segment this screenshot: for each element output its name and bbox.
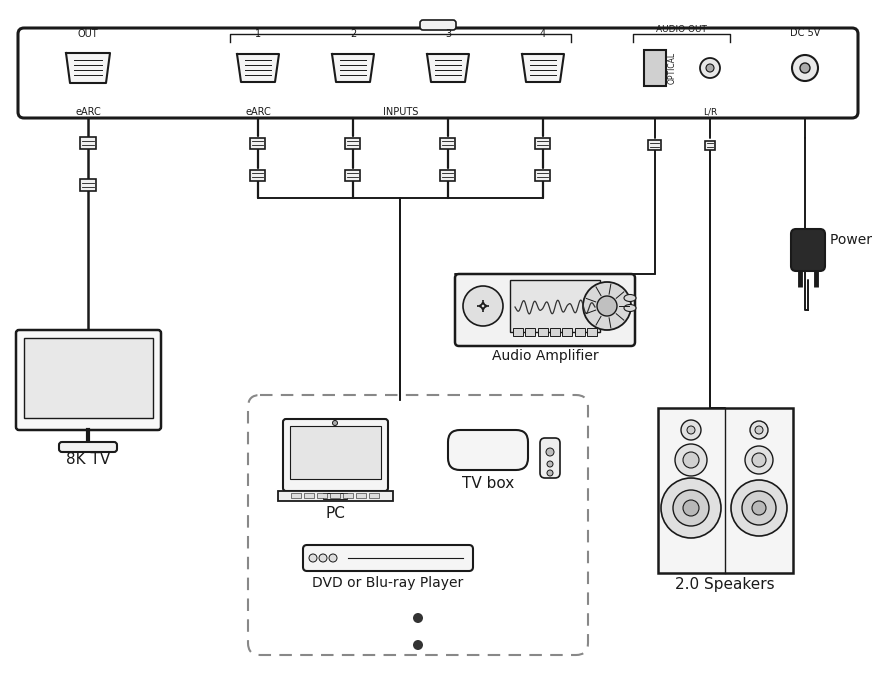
Circle shape [751,453,765,467]
Bar [587,328,596,336]
Text: Power Supply: Power Supply [829,233,877,247]
Circle shape [799,63,809,73]
Bar [535,138,550,149]
Bar [346,138,360,149]
Text: DVD or Blu-ray Player: DVD or Blu-ray Player [312,576,463,590]
FancyBboxPatch shape [16,330,160,430]
Circle shape [545,448,553,456]
Bar [290,493,301,498]
Text: AUDIO OUT: AUDIO OUT [655,25,706,35]
Bar [343,493,353,498]
Circle shape [686,426,695,434]
Bar [643,50,666,86]
Circle shape [682,452,698,468]
Polygon shape [332,54,374,82]
Bar [289,426,381,479]
Text: PC: PC [324,505,345,520]
Polygon shape [237,54,279,82]
Text: L/R: L/R [702,108,717,117]
Bar [549,328,560,336]
Text: eARC: eARC [75,107,101,117]
Bar [250,138,265,149]
Text: DC 5V: DC 5V [789,28,819,38]
Circle shape [309,554,317,562]
FancyBboxPatch shape [790,229,824,271]
Text: eARC: eARC [245,107,271,117]
Circle shape [741,491,775,525]
Circle shape [660,478,720,538]
Text: 1: 1 [254,29,260,39]
Text: 4: 4 [539,29,545,39]
Bar [440,170,455,181]
Circle shape [462,286,503,326]
Circle shape [582,282,631,330]
Bar [346,170,360,181]
Circle shape [751,501,765,515]
FancyBboxPatch shape [454,274,634,346]
Text: 8K TV: 8K TV [66,452,110,467]
Circle shape [731,480,786,536]
Circle shape [705,64,713,72]
Polygon shape [426,54,468,82]
FancyBboxPatch shape [539,438,560,478]
Text: OPTICAL: OPTICAL [667,52,676,84]
Bar [250,170,265,181]
Ellipse shape [624,304,635,312]
Circle shape [681,420,700,440]
Bar [537,328,547,336]
Circle shape [749,421,767,439]
Circle shape [791,55,817,81]
Text: TV box: TV box [461,477,514,492]
FancyBboxPatch shape [282,419,388,491]
Ellipse shape [624,295,635,301]
Bar [24,338,153,418]
Circle shape [596,296,617,316]
Bar [330,493,339,498]
Circle shape [674,444,706,476]
Circle shape [673,490,709,526]
Circle shape [412,640,423,650]
Bar [574,328,584,336]
Bar [535,170,550,181]
Bar [561,328,572,336]
Bar [524,328,535,336]
FancyBboxPatch shape [59,442,117,452]
Circle shape [699,58,719,78]
Bar [510,280,599,332]
Circle shape [332,421,337,426]
Bar [80,137,96,149]
Polygon shape [66,53,110,83]
Circle shape [412,613,423,623]
Bar [657,408,792,573]
Circle shape [682,500,698,516]
Text: OUT: OUT [77,29,98,39]
Circle shape [318,554,326,562]
Text: 2.0 Speakers: 2.0 Speakers [674,576,774,591]
Bar [368,493,379,498]
Circle shape [754,426,762,434]
Text: INPUTS: INPUTS [382,107,417,117]
Bar [317,493,326,498]
Bar [355,493,366,498]
Circle shape [329,554,337,562]
FancyBboxPatch shape [303,545,473,571]
Bar [512,328,523,336]
Bar [80,179,96,191]
Bar [278,491,393,501]
Circle shape [745,446,772,474]
Bar [648,140,660,150]
Polygon shape [522,54,563,82]
FancyBboxPatch shape [447,430,527,470]
Circle shape [546,470,553,476]
FancyBboxPatch shape [419,20,455,30]
Text: 3: 3 [445,29,451,39]
Bar [704,140,714,149]
Bar [303,493,314,498]
Bar [323,493,346,499]
Text: Audio Amplifier: Audio Amplifier [491,349,597,363]
Circle shape [546,461,553,467]
Bar [440,138,455,149]
Text: 2: 2 [349,29,356,39]
